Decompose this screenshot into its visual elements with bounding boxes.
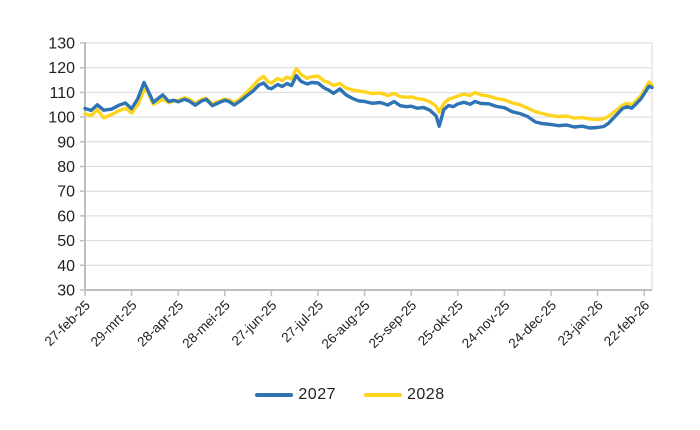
y-tick-label: 100 xyxy=(48,110,75,127)
legend-swatch-2028 xyxy=(364,393,402,397)
x-tick-label: 23-jan-26 xyxy=(555,298,606,349)
y-tick-label: 110 xyxy=(49,85,75,102)
x-tick-label: 24-dec-25 xyxy=(506,298,560,352)
x-tick-label: 27-feb-25 xyxy=(42,298,93,349)
x-tick-label: 27-jul-25 xyxy=(278,298,326,346)
x-tick-label: 29-mrt-25 xyxy=(88,298,140,350)
series-line-2028 xyxy=(83,66,654,122)
x-tick-label: 25-sep-25 xyxy=(366,298,420,352)
y-tick-label: 50 xyxy=(57,233,75,250)
y-tick-label: 30 xyxy=(57,283,75,300)
y-tick-label: 40 xyxy=(57,258,75,275)
legend-label-2027: 2027 xyxy=(298,386,336,403)
legend-item-2027: 2027 xyxy=(255,386,336,404)
series-line-2027 xyxy=(83,73,654,130)
y-tick-label: 90 xyxy=(57,134,75,151)
x-tick-label: 26-aug-25 xyxy=(319,298,373,352)
legend-swatch-2027 xyxy=(255,393,294,397)
x-tick-label: 24-nov-25 xyxy=(459,298,513,352)
chart-legend: 2027 2028 xyxy=(0,386,700,404)
y-tick-label: 60 xyxy=(57,208,75,225)
x-tick-label: 28-apr-25 xyxy=(134,298,186,350)
legend-item-2028: 2028 xyxy=(364,386,445,404)
y-tick-label: 130 xyxy=(48,36,75,53)
y-tick-label: 80 xyxy=(57,159,75,176)
x-tick-label: 27-jun-25 xyxy=(229,298,280,349)
y-tick-label: 120 xyxy=(48,60,75,77)
y-tick-label: 70 xyxy=(57,184,75,201)
x-tick-label: 28-mei-25 xyxy=(179,298,233,352)
legend-label-2028: 2028 xyxy=(407,386,445,403)
x-tick-label: 22-feb-26 xyxy=(601,298,652,349)
